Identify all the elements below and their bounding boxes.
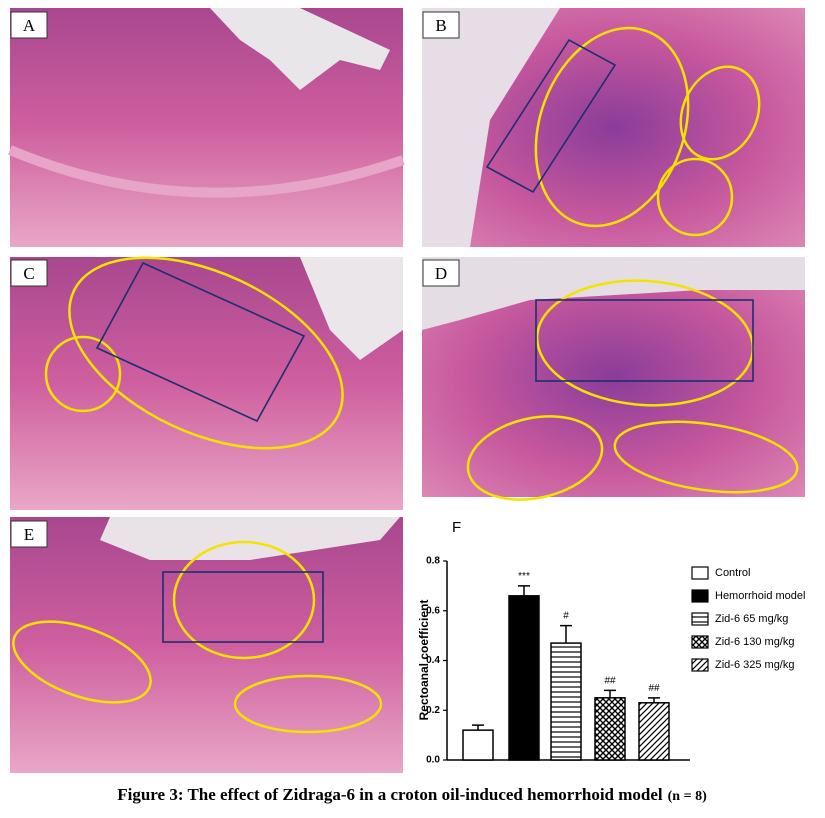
highlight-ellipse — [679, 65, 761, 161]
layer — [8, 145, 405, 198]
caption-note: (n = 8) — [668, 789, 707, 804]
legend-label: Hemorrhoid model — [715, 590, 805, 602]
legend-label: Zid-6 325 mg/kg — [715, 659, 794, 671]
panel-label: A — [23, 16, 36, 35]
highlight-box — [162, 571, 324, 643]
y-tick-label: 0.8 — [426, 556, 440, 567]
y-tick-label: 0.0 — [426, 755, 440, 766]
panel-c: C — [10, 256, 403, 510]
legend-swatch — [691, 612, 709, 626]
bar — [550, 642, 582, 761]
error-bar — [472, 724, 484, 731]
highlight-ellipse — [534, 26, 690, 228]
highlight-box — [535, 299, 754, 382]
highlight-box — [485, 38, 617, 194]
background — [422, 8, 560, 247]
caption-text: Figure 3: The effect of Zidraga-6 in a c… — [117, 785, 663, 804]
highlight-box — [95, 261, 306, 423]
highlight-ellipse — [656, 157, 734, 237]
legend-swatch — [691, 635, 709, 649]
legend-label: Control — [715, 567, 750, 579]
bar — [462, 729, 494, 761]
panel-label: D — [435, 264, 447, 283]
lumen — [100, 517, 400, 560]
panel-label: F — [452, 519, 461, 536]
bar-chart: F Rectoanal coefficient 0.0 0.2 0.4 0.6 0.8 C… — [417, 519, 805, 766]
panel-label-box — [10, 520, 48, 548]
bar — [594, 697, 626, 761]
significance-label: ## — [604, 675, 616, 686]
background — [300, 257, 403, 360]
significance-label: ## — [648, 683, 660, 694]
bar — [638, 702, 670, 761]
error-bar — [648, 697, 660, 703]
panel-a: A — [8, 8, 405, 247]
caption: Figure 3: The effect of Zidraga-6 in a c… — [117, 785, 707, 804]
legend-swatch — [691, 658, 709, 672]
panel-label-box — [10, 259, 48, 287]
panel-label-box — [422, 259, 460, 287]
panel-b: B — [422, 8, 805, 247]
highlight-ellipse — [12, 620, 152, 704]
panel-label-box — [422, 11, 460, 39]
panel-e: E — [10, 517, 403, 773]
legend-label: Zid-6 65 mg/kg — [715, 613, 788, 625]
y-tick-label: 0.2 — [426, 705, 440, 716]
error-bar — [560, 624, 572, 644]
highlight-ellipse — [44, 335, 122, 413]
legend-swatch — [691, 589, 709, 603]
panel-label: B — [435, 16, 446, 35]
highlight-ellipse — [613, 420, 799, 494]
error-bar — [518, 585, 530, 596]
panel-label: E — [24, 525, 34, 544]
significance-label: *** — [518, 571, 530, 582]
y-axis-label: Rectoanal coefficient — [417, 600, 431, 721]
highlight-ellipse — [466, 415, 604, 501]
legend-swatch — [691, 566, 709, 580]
highlight-ellipse — [233, 674, 383, 734]
panel-d: D — [422, 257, 805, 501]
error-bar — [604, 689, 616, 698]
panel-label: C — [23, 264, 34, 283]
legend-label: Zid-6 130 mg/kg — [715, 636, 794, 648]
highlight-ellipse — [172, 540, 316, 660]
lumen — [210, 8, 390, 90]
highlight-ellipse — [68, 256, 344, 450]
y-tick-label: 0.6 — [426, 605, 440, 616]
bar — [508, 595, 540, 761]
panel-label-box — [10, 11, 48, 39]
y-tick-label: 0.4 — [426, 655, 440, 666]
background — [422, 257, 805, 330]
significance-label: # — [563, 611, 569, 622]
